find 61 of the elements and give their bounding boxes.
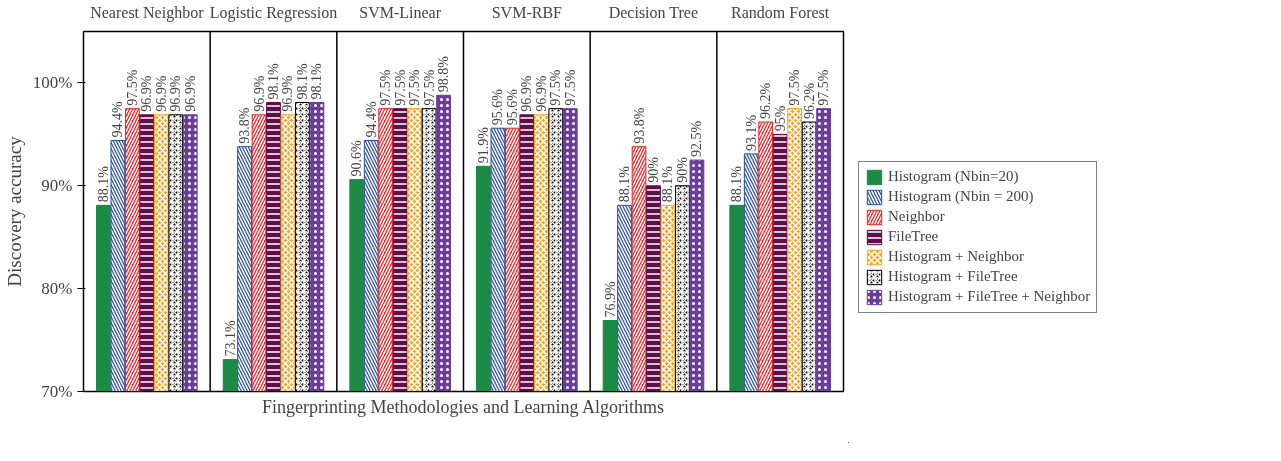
data-label: 96.2%	[801, 82, 817, 120]
data-label: 98.1%	[294, 62, 310, 100]
x-tick-label: SVM-Linear	[359, 3, 442, 21]
data-label: 96.9%	[168, 75, 184, 112]
legend-label: Neighbor	[888, 208, 945, 225]
data-label: 95%	[772, 105, 788, 132]
legend-label: Histogram + FileTree	[888, 268, 1018, 285]
data-label: 98.1%	[309, 62, 325, 100]
data-label: 96.9%	[519, 75, 535, 112]
data-label: 88.1%	[95, 165, 111, 203]
legend-label: Histogram + Neighbor	[888, 248, 1024, 265]
y-tick-label: 70%	[41, 382, 73, 401]
data-label: 88.1%	[660, 165, 676, 203]
data-label: 96.9%	[533, 75, 549, 112]
data-label: 95.6%	[504, 88, 520, 126]
x-tick-label: SVM-RBF	[491, 3, 563, 21]
data-label: 98.1%	[266, 62, 281, 100]
x-tick-label: Random Forest	[731, 3, 830, 21]
data-label: 94.4%	[363, 101, 379, 138]
data-label: 97.5%	[548, 69, 564, 106]
legend-label: Histogram + FileTree + Neighbor	[888, 288, 1091, 305]
y-tick-label: 90%	[41, 176, 73, 196]
data-label: 93.8%	[237, 107, 253, 144]
data-label: 92.5%	[689, 120, 705, 158]
data-label: 90%	[646, 156, 661, 183]
data-label: 97.5%	[421, 69, 437, 106]
data-label: 96.9%	[182, 75, 198, 112]
data-label: 98.8%	[436, 55, 452, 93]
legend-label: Histogram (Nbin = 200)	[888, 188, 1034, 205]
data-label: 97.5%	[407, 69, 423, 106]
x-tick-label: Nearest Neighbor	[90, 3, 205, 22]
data-label: 96.9%	[139, 75, 155, 112]
data-label: 95.6%	[490, 88, 506, 126]
data-label: 97.5%	[787, 69, 803, 106]
data-label: 90%	[674, 156, 690, 183]
y-tick-label: 100%	[32, 73, 73, 93]
x-tick-label: Logistic Regression	[209, 3, 338, 22]
data-label: 97.5%	[562, 69, 578, 106]
legend-label: Histogram (Nbin=20)	[888, 168, 1019, 185]
data-label: 91.9%	[475, 126, 491, 164]
data-label: 90.6%	[349, 140, 365, 177]
data-label: 93.8%	[631, 107, 647, 144]
y-axis-title: Discovery accuracy	[3, 135, 25, 287]
data-label: 97.5%	[378, 69, 394, 106]
y-tick-label: 80%	[41, 279, 73, 299]
data-label: 88.1%	[729, 165, 745, 203]
data-label: 96.2%	[758, 82, 774, 120]
data-label: 94.4%	[110, 101, 126, 138]
data-label: 76.9%	[602, 281, 618, 318]
data-label: 73.1%	[222, 320, 238, 357]
x-tick-label: Decision Tree	[608, 3, 699, 21]
data-label: 97.5%	[124, 69, 140, 106]
data-label: 88.1%	[617, 165, 633, 203]
x-axis-title: Fingerprinting Methodologies and Learning Algorithms	[262, 396, 664, 417]
data-label: 96.9%	[251, 75, 267, 112]
legend-label: FileTree	[888, 228, 939, 245]
data-label: 96.9%	[280, 75, 296, 112]
data-label: 97.5%	[392, 69, 408, 106]
data-label: 93.1%	[743, 114, 759, 151]
data-label: 96.9%	[153, 75, 169, 112]
data-label: 97.5%	[816, 69, 832, 106]
